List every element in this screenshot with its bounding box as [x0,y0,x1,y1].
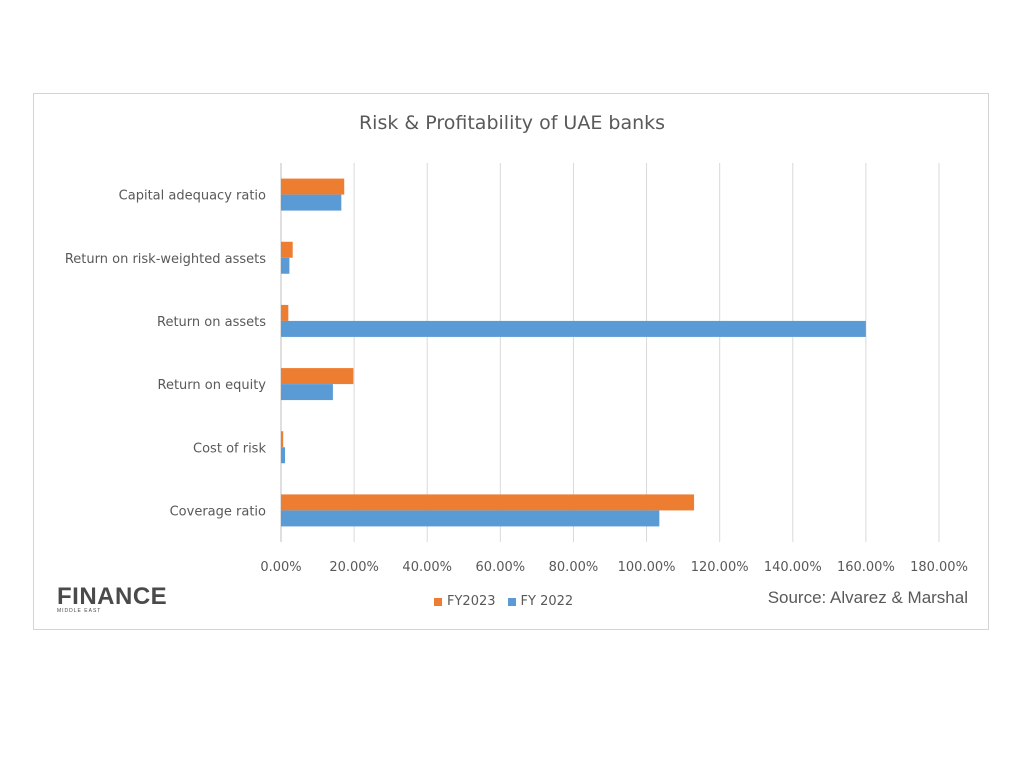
x-tick-label: 80.00% [549,560,599,575]
bar-fy2023 [281,178,345,195]
bar-fy2022 [281,447,286,464]
logo-main-text: FINANCE [57,583,168,610]
category-label: Return on risk-weighted assets [65,252,266,267]
bar-fy2022 [281,384,333,401]
legend-swatch-fy2022 [507,597,516,606]
chart-frame [33,93,989,630]
category-labels: Capital adequacy ratio Return on risk-wei… [65,189,267,520]
logo-sub-text: MIDDLE EAST [57,608,102,614]
bar-fy2022 [281,320,866,337]
x-tick-label: 0.00% [260,560,301,575]
bar-fy2022 [281,510,660,527]
legend-item-fy2022: FY 2022 [507,594,574,609]
x-tick-labels: 0.00% 20.00% 40.00% 60.00% 80.00% 100.00% 120.… [260,560,968,575]
category-label: Cost of risk [193,441,266,456]
legend-label-fy2023: FY2023 [447,594,496,609]
bar-fy2022 [281,257,290,274]
bar-fy2023 [281,431,284,448]
category-label: Return on assets [157,315,266,330]
x-tick-label: 100.00% [618,560,676,575]
legend-label-fy2022: FY 2022 [520,594,574,609]
bars [281,178,866,527]
x-tick-label: 140.00% [764,560,822,575]
source-note: Source: Alvarez & Marshal [767,588,968,607]
finance-logo: FINANCE MIDDLE EAST [57,583,168,615]
x-tick-label: 40.00% [402,560,452,575]
chart-title: Risk & Profitability of UAE banks [358,112,666,134]
category-label: Capital adequacy ratio [119,189,266,204]
x-tick-label: 20.00% [329,560,379,575]
gridlines [280,163,940,542]
category-label: Return on equity [158,378,267,393]
legend-swatch-fy2023 [434,597,442,606]
legend: FY2023 FY 2022 [434,594,573,609]
x-tick-label: 60.00% [476,560,526,575]
x-tick-label: 180.00% [910,560,968,575]
category-label: Coverage ratio [170,504,266,519]
x-tick-label: 120.00% [691,560,749,575]
bar-fy2023 [281,368,354,385]
legend-item-fy2023: FY2023 [434,594,496,609]
bar-fy2023 [281,304,289,321]
bar-fy2023 [281,241,293,258]
x-tick-label: 160.00% [837,560,895,575]
bar-fy2022 [281,194,342,211]
bar-fy2023 [281,494,695,511]
